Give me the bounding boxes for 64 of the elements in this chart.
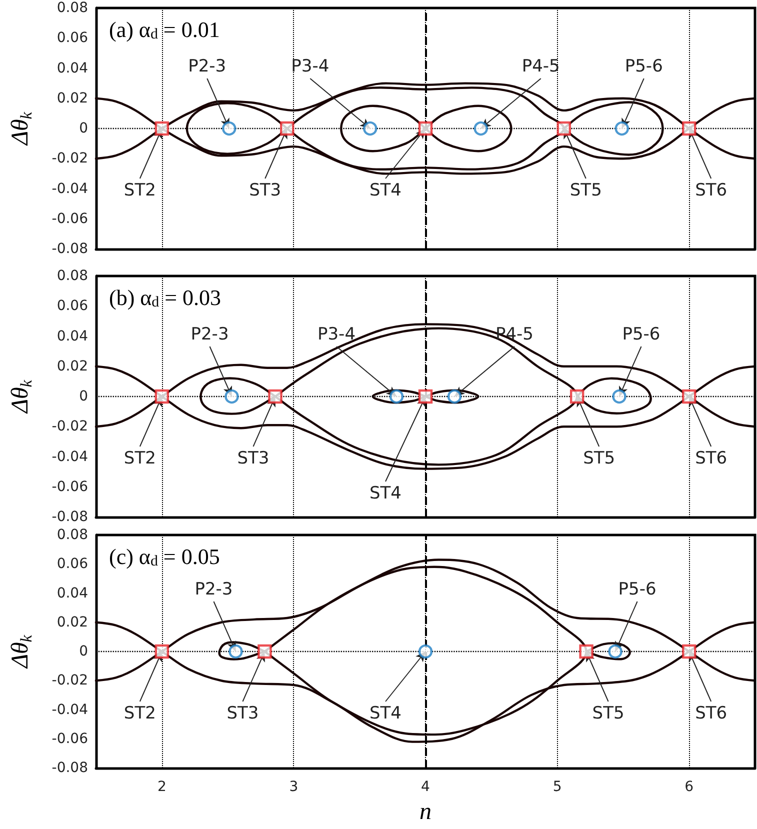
y-tick-label: -0.04 bbox=[52, 702, 88, 718]
y-tick-label: -0.02 bbox=[52, 672, 88, 689]
annotation: P5-6 bbox=[622, 324, 660, 344]
annotation: P5-6 bbox=[618, 580, 656, 600]
y-tick-label: -0.02 bbox=[52, 418, 88, 435]
annotation: P5-6 bbox=[624, 56, 663, 76]
y-tick-label: 0.06 bbox=[56, 556, 88, 572]
annotation: ST4 bbox=[370, 484, 402, 504]
y-tick-label: 0 bbox=[79, 388, 88, 404]
x-tick-label: 4 bbox=[421, 779, 430, 795]
y-tick-label: -0.08 bbox=[52, 241, 88, 257]
annotation: ST4 bbox=[370, 704, 402, 724]
annotation: P2-3 bbox=[190, 324, 229, 344]
annotation: P4-5 bbox=[495, 324, 534, 344]
y-tick-label: 0.04 bbox=[56, 328, 88, 344]
y-tick-label: 0.08 bbox=[56, 0, 88, 16]
y-tick-label: 0 bbox=[79, 120, 88, 136]
chart-title: (c) αd = 0.05 bbox=[109, 544, 220, 570]
annotation: ST6 bbox=[695, 448, 728, 468]
y-tick-label: 0.02 bbox=[56, 358, 88, 374]
y-tick-label: -0.08 bbox=[52, 760, 88, 776]
annotation: P3-4 bbox=[291, 56, 330, 76]
chart-title: (a) αd = 0.01 bbox=[109, 16, 220, 42]
annotation: ST2 bbox=[124, 180, 156, 200]
y-tick-label: 0.02 bbox=[56, 90, 88, 106]
y-tick-label: -0.04 bbox=[52, 448, 88, 465]
y-tick-label: 0.06 bbox=[56, 30, 88, 46]
annotation: ST5 bbox=[583, 448, 616, 468]
x-tick-label: 2 bbox=[157, 779, 166, 795]
y-tick-label: -0.02 bbox=[52, 150, 88, 167]
y-tick-label: -0.08 bbox=[52, 509, 88, 525]
annotation: P3-4 bbox=[317, 324, 356, 344]
annotation: ST3 bbox=[249, 180, 282, 200]
annotation: P2-3 bbox=[188, 56, 226, 76]
annotation: P2-3 bbox=[194, 580, 233, 600]
y-tick-label: 0 bbox=[79, 644, 88, 660]
chart-title: (b) αd = 0.03 bbox=[109, 284, 222, 310]
x-tick-label: 5 bbox=[552, 779, 562, 795]
y-tick-label: 0.08 bbox=[56, 527, 88, 543]
y-axis-title: Δθk bbox=[8, 111, 36, 146]
annotation: ST4 bbox=[370, 180, 402, 200]
y-tick-label: 0.08 bbox=[56, 268, 88, 284]
x-axis-title: n bbox=[420, 799, 432, 825]
y-tick-label: -0.06 bbox=[52, 730, 88, 747]
annotation: ST6 bbox=[695, 704, 728, 724]
annotation: P4-5 bbox=[522, 56, 560, 76]
annotation: ST5 bbox=[570, 180, 602, 200]
y-tick-label: 0.04 bbox=[56, 585, 88, 602]
y-tick-label: 0.04 bbox=[56, 60, 88, 76]
annotation: ST5 bbox=[592, 704, 624, 724]
y-tick-label: -0.06 bbox=[52, 478, 88, 495]
annotation: ST2 bbox=[124, 448, 156, 468]
annotation: ST6 bbox=[695, 180, 728, 200]
y-tick-label: 0.06 bbox=[56, 298, 88, 314]
y-axis-title: Δθk bbox=[8, 634, 36, 670]
x-tick-label: 3 bbox=[289, 779, 298, 795]
y-tick-label: -0.04 bbox=[52, 180, 88, 197]
annotation: ST3 bbox=[226, 704, 259, 724]
y-tick-label: 0.02 bbox=[56, 614, 88, 630]
annotation: ST3 bbox=[237, 448, 270, 468]
y-tick-label: -0.06 bbox=[52, 210, 88, 227]
x-tick-label: 6 bbox=[684, 779, 694, 795]
annotation: ST2 bbox=[124, 704, 156, 724]
y-axis-title: Δθk bbox=[8, 379, 36, 414]
